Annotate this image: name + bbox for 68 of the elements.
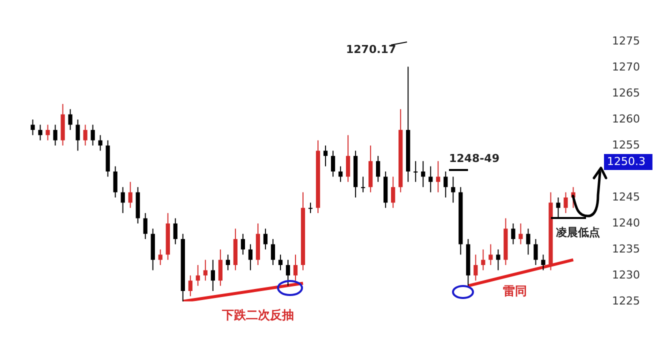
candlestick (376, 155, 380, 182)
candlestick (83, 124, 88, 146)
candlestick (414, 160, 418, 182)
candlestick (564, 192, 568, 214)
candlestick (286, 259, 290, 286)
text: 下跌二次反抽 (221, 308, 294, 322)
candlestick (526, 228, 530, 256)
candlestick (188, 274, 192, 297)
candlestick (76, 119, 80, 152)
candlestick (240, 233, 246, 256)
candlestick (38, 124, 42, 141)
candlestick (346, 134, 350, 182)
y-tick-label: 1240 (612, 216, 640, 230)
candlestick (293, 254, 298, 282)
candlestick (173, 218, 178, 245)
text: 1250.3 (607, 154, 646, 168)
y-tick-label: 1260 (612, 112, 640, 126)
y-tick-label: 1265 (612, 86, 640, 100)
candlestick (120, 186, 125, 214)
candlestick (248, 244, 253, 271)
candlestick (428, 166, 433, 193)
candlestick (323, 145, 328, 167)
candlestick (263, 228, 268, 250)
candlestick (511, 222, 516, 245)
y-tick-label: 1235 (612, 242, 640, 256)
candlestick (128, 181, 132, 208)
candlestick (196, 264, 200, 286)
candlestick (158, 248, 162, 266)
annotation: 凌晨低点 (556, 226, 600, 239)
candlestick (143, 212, 148, 240)
candlestick (68, 108, 72, 130)
candlestick (451, 176, 456, 204)
candlestick (436, 160, 440, 193)
y-tick-label: 1245 (612, 190, 640, 204)
candlestick (481, 248, 486, 271)
candlestick (488, 244, 493, 266)
candlestick (308, 202, 313, 214)
candlestick (226, 254, 230, 271)
annotation: 1270.17 (346, 42, 396, 56)
candlestick (391, 176, 396, 208)
candlestick (474, 254, 478, 282)
y-tick-label: 1275 (612, 34, 640, 48)
candlestick (46, 124, 50, 141)
candlestick (210, 259, 215, 292)
y-tick-label: 1225 (612, 294, 640, 308)
candlestick (113, 166, 118, 198)
candlestick (534, 238, 538, 266)
candlestick (30, 119, 35, 136)
y-tick-label: 1270 (612, 60, 640, 74)
candlestick (278, 254, 283, 271)
annotation: 1248-49 (449, 152, 500, 165)
candlestick (330, 150, 336, 178)
y-tick-label: 1255 (612, 138, 640, 152)
candlestick (270, 238, 276, 266)
candlestick (53, 124, 58, 146)
candlestick (444, 171, 448, 198)
candlestick (98, 134, 102, 152)
candlestick (421, 160, 426, 188)
candlestick (218, 248, 222, 286)
candlestick (90, 124, 95, 146)
y-tick-label: 1230 (612, 268, 640, 282)
candlestick (518, 222, 523, 245)
candlestick (496, 248, 500, 271)
candlestick (203, 259, 208, 282)
candlestick (541, 254, 546, 271)
candlestick (338, 166, 343, 182)
candlestick (360, 176, 366, 193)
annotation: 雷同 (503, 284, 527, 298)
